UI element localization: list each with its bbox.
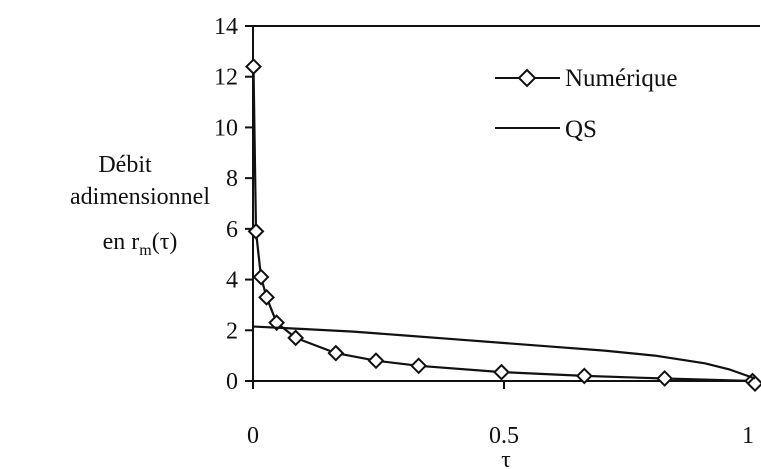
y-axis-title-line-1: Débit — [98, 152, 152, 178]
data-point-numerique — [268, 314, 286, 332]
y-tick-label: 0 — [226, 369, 238, 395]
y-axis-title-suffix: (τ) — [152, 229, 178, 255]
data-point-numerique — [746, 375, 761, 392]
data-point-numerique — [245, 58, 262, 75]
legend: Numérique QS — [495, 65, 677, 143]
data-point-numerique — [258, 288, 275, 306]
data-point-numerique — [287, 329, 305, 347]
y-tick-label: 2 — [226, 318, 238, 344]
y-axis-title-subscript: m — [139, 242, 152, 259]
x-tick-label: 0.5 — [489, 423, 519, 449]
y-tick-label: 4 — [226, 268, 238, 294]
y-axis-title: Débit adimensionnel en rm(τ) — [70, 152, 210, 259]
y-axis-title-prefix: en r — [103, 229, 140, 255]
data-point-numerique — [252, 268, 270, 286]
series-line-numerique — [252, 66, 756, 385]
y-tick-label: 12 — [214, 65, 238, 91]
data-point-numerique — [367, 352, 385, 370]
data-point-numerique — [656, 370, 674, 387]
data-point-numerique — [247, 222, 265, 240]
series-layer — [245, 58, 761, 392]
y-tick-label: 10 — [214, 115, 238, 141]
data-point-numerique — [493, 363, 510, 381]
x-tick-label: 1 — [742, 423, 754, 449]
y-ticks: 0 2 4 6 8 10 12 14 — [214, 14, 253, 395]
legend-item-numerique: Numérique — [495, 65, 677, 92]
x-ticks: 0 0.5 1 — [247, 381, 756, 449]
plot-frame — [252, 25, 760, 382]
y-tick-label: 8 — [226, 166, 238, 192]
legend-marker-numerique — [517, 68, 537, 88]
x-axis-title: τ — [501, 447, 511, 469]
legend-item-qs: QS — [495, 116, 597, 143]
y-tick-label: 14 — [214, 14, 238, 40]
series-line-qs — [252, 325, 756, 380]
data-point-numerique — [410, 357, 428, 375]
data-point-numerique — [327, 344, 345, 362]
y-axis-title-line-3: en rm(τ) — [103, 229, 178, 259]
y-axis-title-line-2: adimensionnel — [70, 184, 210, 210]
x-tick-label: 0 — [247, 423, 259, 449]
data-point-numerique — [575, 367, 593, 385]
legend-label-numerique: Numérique — [565, 65, 677, 92]
legend-label-qs: QS — [565, 116, 597, 143]
y-tick-label: 6 — [226, 217, 238, 243]
